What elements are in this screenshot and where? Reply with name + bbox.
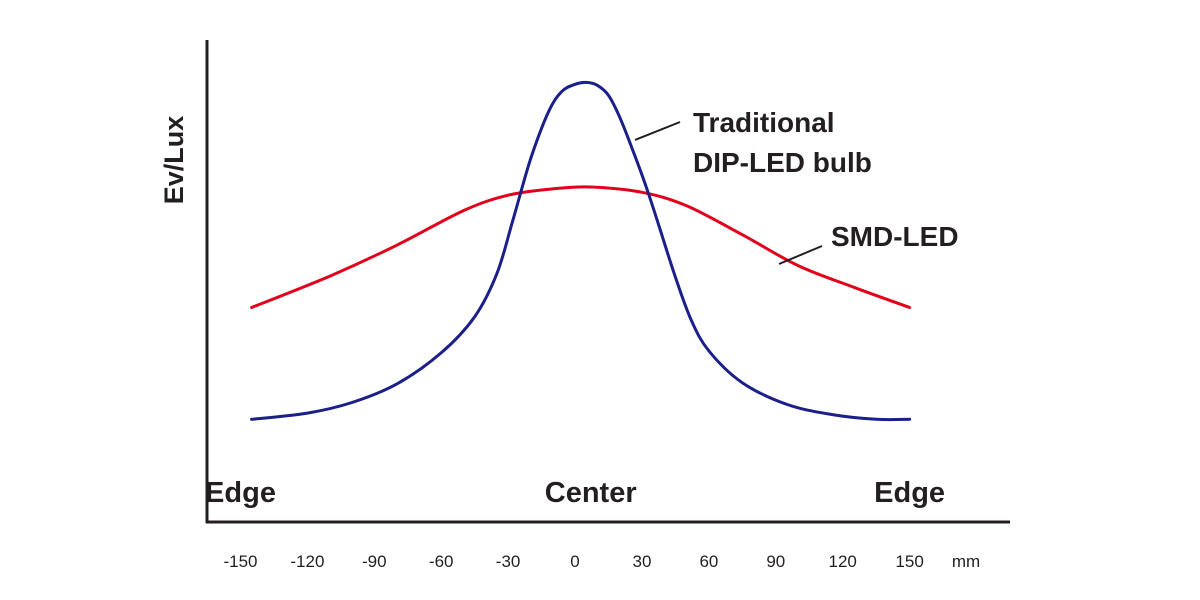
smd-led-leader-line xyxy=(778,245,823,265)
region-label-edge: Edge xyxy=(205,477,276,509)
dip-led-label-line-1: Traditional xyxy=(693,107,835,138)
x-tick-label: 120 xyxy=(829,552,857,571)
region-labels: Edge Center Edge xyxy=(205,477,945,509)
x-tick-label: 150 xyxy=(895,552,923,571)
x-tick-label: -60 xyxy=(429,552,454,571)
smd-led-label: SMD-LED xyxy=(831,221,959,252)
x-tick-label: 60 xyxy=(699,552,718,571)
x-tick-label: 90 xyxy=(766,552,785,571)
x-tick-label: -90 xyxy=(362,552,387,571)
smd-led-series-line xyxy=(250,185,912,309)
x-tick-label: -30 xyxy=(496,552,521,571)
y-axis-label: Ev/Lux xyxy=(159,116,189,205)
dip-led-series-line xyxy=(250,80,912,422)
region-label-center: Center xyxy=(545,477,637,509)
dip-led-label-line-2: DIP-LED bulb xyxy=(693,147,872,178)
x-tick-label: -120 xyxy=(290,552,324,571)
dip-led-label: Traditional DIP-LED bulb xyxy=(693,107,872,178)
x-tick-label: -150 xyxy=(223,552,257,571)
x-axis-unit: mm xyxy=(952,552,980,571)
x-tick-labels: -150 -120 -90 -60 -30 0 30 60 90 120 150 xyxy=(223,552,923,571)
dip-led-leader-line xyxy=(634,121,681,141)
x-tick-label: 0 xyxy=(570,552,579,571)
region-label-edge: Edge xyxy=(874,477,945,509)
x-tick-label: 30 xyxy=(633,552,652,571)
series-lines xyxy=(250,80,912,422)
